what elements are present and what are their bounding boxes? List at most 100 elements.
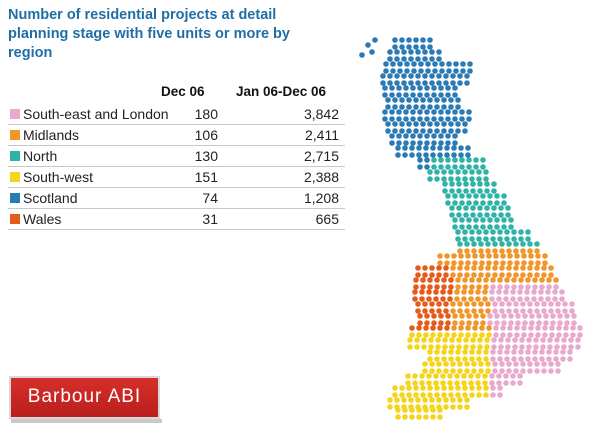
map-dot-south-west <box>407 337 413 343</box>
map-dot-scotland <box>455 121 461 127</box>
map-dot-north <box>483 169 489 175</box>
map-dot-south-east-and-london <box>556 332 562 338</box>
map-dot-scotland <box>460 68 466 74</box>
map-dot-south-west <box>426 373 432 379</box>
map-dot-north <box>494 193 500 199</box>
map-dot-north <box>459 224 465 230</box>
map-dot-south-west <box>454 380 460 386</box>
map-dot-south-west <box>457 397 463 403</box>
map-dot-scotland <box>434 104 440 110</box>
map-dot-scotland <box>429 49 435 55</box>
map-dot-wales <box>413 284 419 290</box>
map-dot-scotland <box>408 56 414 62</box>
map-dot-south-east-and-london <box>562 308 568 314</box>
map-dot-south-east-and-london <box>553 284 559 290</box>
map-dot-scotland <box>403 85 409 91</box>
map-dot-south-east-and-london <box>547 344 553 350</box>
map-dot-south-west <box>402 414 408 420</box>
map-dot-scotland <box>434 97 440 103</box>
map-dot-south-west <box>406 385 412 391</box>
map-dot-south-east-and-london <box>528 325 534 331</box>
map-dot-south-east-and-london <box>534 368 540 374</box>
map-dot-north <box>477 188 483 194</box>
map-dot-scotland <box>406 104 412 110</box>
map-dot-midlands <box>466 313 472 319</box>
map-dot-midlands <box>451 325 457 331</box>
map-dot-north <box>448 169 454 175</box>
map-dot-midlands <box>471 301 477 307</box>
map-dot-midlands <box>527 272 533 278</box>
map-dot-scotland <box>389 116 395 122</box>
map-dot-midlands <box>469 284 475 290</box>
map-dot-scotland <box>413 104 419 110</box>
map-dot-midlands <box>452 320 458 326</box>
map-dot-south-west <box>470 344 476 350</box>
map-dot-wales <box>436 308 442 314</box>
map-dot-south-east-and-london <box>507 332 513 338</box>
map-dot-south-east-and-london <box>561 344 567 350</box>
map-dot-south-east-and-london <box>489 373 495 379</box>
map-dot-wales <box>415 265 421 271</box>
map-dot-scotland <box>396 85 402 91</box>
map-dot-midlands <box>462 277 468 283</box>
map-dot-scotland <box>396 109 402 115</box>
map-dot-north <box>498 212 504 218</box>
map-dot-north <box>456 181 462 187</box>
map-dot-south-east-and-london <box>546 284 552 290</box>
map-dot-south-east-and-london <box>513 308 519 314</box>
map-dot-north <box>504 236 510 242</box>
map-dot-scotland <box>383 61 389 67</box>
map-dot-south-east-and-london <box>562 301 568 307</box>
map-dot-scotland <box>446 68 452 74</box>
map-dot-midlands <box>478 272 484 278</box>
map-dot-midlands <box>492 248 498 254</box>
map-dot-south-east-and-london <box>503 380 509 386</box>
map-dot-scotland <box>417 109 423 115</box>
map-dot-south-east-and-london <box>545 296 551 302</box>
map-dot-north <box>506 241 512 247</box>
map-dot-south-west <box>420 392 426 398</box>
map-dot-south-west <box>412 380 418 386</box>
map-dot-scotland <box>438 116 444 122</box>
map-dot-south-west <box>482 380 488 386</box>
map-dot-south-west <box>433 380 439 386</box>
map-dot-scotland <box>392 44 398 50</box>
map-dot-scotland <box>410 92 416 98</box>
map-dot-north <box>504 229 510 235</box>
map-dot-scotland <box>420 44 426 50</box>
map-dot-wales <box>436 265 442 271</box>
region-swatch <box>10 109 20 119</box>
map-dot-south-east-and-london <box>510 289 516 295</box>
map-dot-midlands <box>468 289 474 295</box>
map-dot-north <box>480 157 486 163</box>
map-dot-south-west <box>422 361 428 367</box>
map-dot-south-east-and-london <box>504 356 510 362</box>
map-dot-north <box>466 224 472 230</box>
map-dot-south-east-and-london <box>541 308 547 314</box>
map-dot-midlands <box>444 260 450 266</box>
map-dot-wales <box>417 320 423 326</box>
map-dot-scotland <box>396 133 402 139</box>
map-dot-south-west <box>469 392 475 398</box>
map-dot-scotland <box>408 80 414 86</box>
map-dot-south-west <box>430 332 436 338</box>
map-dot-south-west <box>443 404 449 410</box>
map-dot-midlands <box>520 248 526 254</box>
map-dot-south-west <box>469 385 475 391</box>
map-dot-south-east-and-london <box>519 344 525 350</box>
map-dot-north <box>469 169 475 175</box>
map-dot-south-east-and-london <box>517 296 523 302</box>
map-dot-south-east-and-london <box>531 289 537 295</box>
map-dot-midlands <box>553 277 559 283</box>
map-dot-wales <box>433 296 439 302</box>
map-dot-north <box>520 241 526 247</box>
map-dot-midlands <box>534 272 540 278</box>
map-dot-scotland <box>427 104 433 110</box>
map-dot-scotland <box>415 56 421 62</box>
map-dot-midlands <box>485 308 491 314</box>
region-label: North <box>23 148 58 164</box>
map-dot-wales <box>424 320 430 326</box>
map-dot-south-east-and-london <box>512 337 518 343</box>
map-dot-scotland <box>395 145 401 151</box>
map-dot-south-east-and-london <box>494 313 500 319</box>
